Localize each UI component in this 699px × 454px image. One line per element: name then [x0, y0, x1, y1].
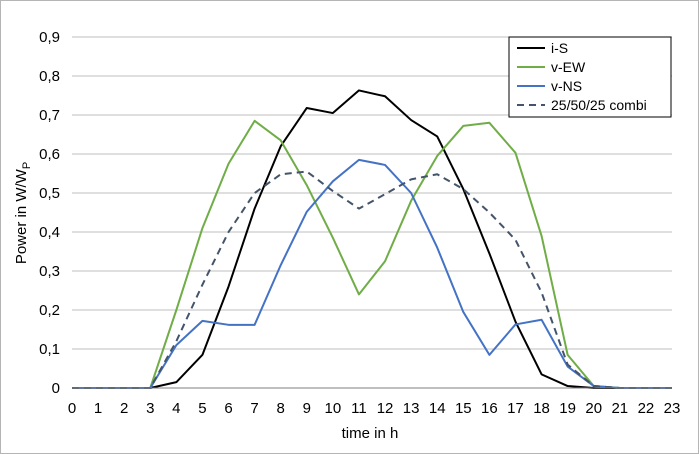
- x-tick-label: 6: [224, 400, 232, 417]
- x-tick-label: 21: [611, 400, 628, 417]
- legend-label: i-S: [551, 40, 568, 56]
- x-tick-label: 17: [507, 400, 524, 417]
- x-tick-label: 10: [325, 400, 342, 417]
- y-axis-title-subscript: P: [21, 162, 33, 169]
- x-tick-label: 5: [198, 400, 206, 417]
- legend-label: v-EW: [551, 59, 586, 75]
- y-tick-label: 0,8: [39, 68, 60, 85]
- x-axis-title: time in h: [342, 425, 399, 442]
- y-tick-label: 0: [52, 380, 60, 397]
- x-axis-tick-labels: 0 1 2 3 4 5 6 7 8 9 10 11 12 13 14 15 16 17 18 19 20 21 22 23: [68, 400, 681, 417]
- legend-label: v-NS: [551, 78, 582, 94]
- series-line-v-ns: [72, 158, 672, 389]
- x-tick-label: 2: [120, 400, 128, 417]
- x-tick-label: 23: [664, 400, 681, 417]
- y-tick-label: 0,9: [39, 29, 60, 46]
- y-tick-label: 0,7: [39, 107, 60, 124]
- series-line-i-s: [72, 89, 672, 389]
- series-line-v-ew: [72, 119, 672, 389]
- x-tick-label: 9: [303, 400, 311, 417]
- x-tick-label: 0: [68, 400, 76, 417]
- x-tick-label: 14: [429, 400, 446, 417]
- series-line-25-50-25-combi: [72, 170, 672, 389]
- y-tick-label: 0,3: [39, 263, 60, 280]
- x-tick-label: 8: [277, 400, 285, 417]
- y-axis-title-base: Power in W/W: [13, 168, 30, 264]
- x-tick-label: 7: [250, 400, 258, 417]
- x-tick-label: 15: [455, 400, 472, 417]
- x-tick-label: 20: [585, 400, 602, 417]
- x-tick-label: 18: [533, 400, 550, 417]
- x-tick-label: 12: [377, 400, 394, 417]
- series-lines: [72, 89, 672, 389]
- legend: i-S v-EW v-NS 25/50/25 combi: [508, 36, 672, 118]
- x-tick-label: 13: [403, 400, 420, 417]
- x-tick-label: 16: [481, 400, 498, 417]
- y-tick-label: 0,6: [39, 146, 60, 163]
- y-tick-label: 0,1: [39, 341, 60, 358]
- legend-label: 25/50/25 combi: [551, 97, 647, 113]
- x-tick-label: 22: [638, 400, 655, 417]
- y-tick-label: 0,2: [39, 302, 60, 319]
- x-tick-label: 1: [94, 400, 102, 417]
- y-tick-label: 0,5: [39, 185, 60, 202]
- y-axis-tick-labels: 0 0,1 0,2 0,3 0,4 0,5 0,6 0,7 0,8 0,9: [39, 29, 60, 397]
- x-tick-label: 4: [172, 400, 180, 417]
- x-tick-label: 19: [559, 400, 576, 417]
- x-tick-label: 11: [351, 400, 367, 417]
- y-axis-title: Power in W/WP: [13, 162, 33, 264]
- y-tick-label: 0,4: [39, 224, 60, 241]
- legend-box: [508, 36, 672, 118]
- x-tick-label: 3: [146, 400, 154, 417]
